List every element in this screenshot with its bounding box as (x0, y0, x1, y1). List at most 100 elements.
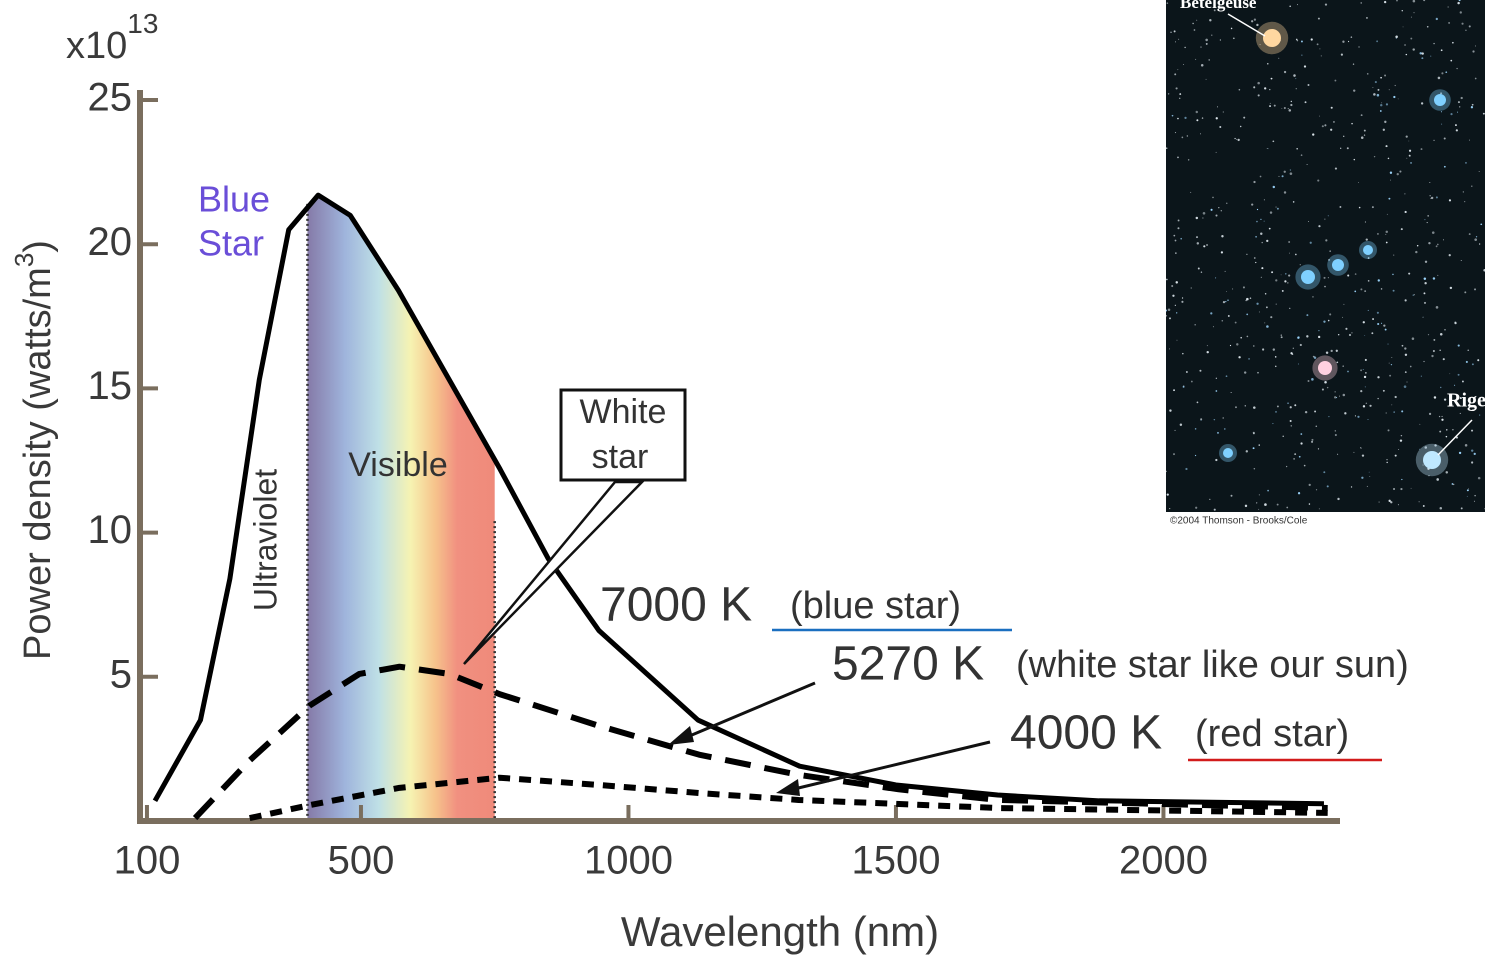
star (1360, 369, 1362, 372)
star (1391, 356, 1393, 358)
star (1470, 106, 1474, 109)
star (1321, 125, 1324, 128)
star (1406, 157, 1408, 159)
star (1343, 303, 1345, 305)
y-axis-title: Power density (watts/m3) (9, 240, 59, 660)
star (1289, 172, 1293, 175)
star (1202, 211, 1206, 215)
star (1329, 250, 1331, 252)
star (1362, 321, 1365, 324)
star (1400, 487, 1403, 491)
star (1421, 57, 1424, 60)
star (1464, 291, 1467, 294)
star (1396, 172, 1399, 176)
star (1184, 46, 1186, 49)
star (1299, 264, 1301, 266)
star (1422, 505, 1425, 507)
plot: 5 10 15 20 25 100 500 1000 1500 2000 (88, 76, 1340, 883)
star (1450, 403, 1453, 406)
annotation: (blue star) (790, 585, 961, 627)
star (1261, 267, 1264, 270)
star (1439, 507, 1443, 510)
star (1174, 304, 1176, 306)
star (1430, 197, 1432, 200)
star (1318, 225, 1321, 228)
star (1312, 355, 1315, 358)
star (1268, 227, 1271, 230)
star (1393, 488, 1395, 490)
star (1397, 504, 1400, 506)
star (1408, 149, 1412, 152)
star (1458, 451, 1462, 455)
star (1181, 297, 1184, 299)
star (1175, 252, 1177, 254)
star (1224, 270, 1226, 272)
star (1292, 201, 1295, 203)
star (1196, 119, 1199, 122)
star (1442, 239, 1444, 241)
star (1399, 439, 1403, 442)
star (1257, 94, 1260, 97)
star (1286, 506, 1289, 509)
star (1360, 2, 1362, 4)
star (1333, 121, 1335, 123)
star (1171, 285, 1174, 288)
star (1245, 299, 1247, 302)
star (1253, 18, 1257, 21)
star (1337, 497, 1340, 501)
star (1401, 478, 1403, 481)
star (1339, 395, 1341, 397)
annotation: Visible (348, 446, 448, 484)
star (1200, 63, 1204, 67)
star (1460, 507, 1463, 510)
star (1253, 406, 1256, 409)
star (1364, 358, 1367, 361)
star (1175, 41, 1176, 43)
star (1237, 138, 1240, 142)
star (1343, 135, 1345, 138)
star (1171, 114, 1174, 117)
star (1177, 69, 1179, 71)
star (1482, 112, 1485, 115)
star (1372, 318, 1375, 320)
star (1381, 322, 1383, 324)
star (1385, 145, 1388, 148)
star (1169, 409, 1172, 412)
star (1307, 380, 1310, 382)
star (1391, 404, 1393, 406)
star (1363, 134, 1366, 136)
star (1377, 279, 1380, 282)
star (1468, 25, 1471, 28)
star (1447, 6, 1449, 8)
star (1205, 38, 1208, 42)
star (1472, 50, 1475, 53)
star (1374, 80, 1377, 84)
star (1264, 503, 1267, 506)
star (1238, 88, 1241, 91)
star (1351, 332, 1353, 334)
star (1383, 0, 1387, 4)
star (1389, 374, 1392, 377)
star (1454, 322, 1457, 325)
star (1173, 234, 1176, 237)
star (1205, 42, 1208, 45)
star (1263, 199, 1265, 201)
bright-star (1223, 448, 1233, 458)
star (1424, 219, 1426, 221)
star (1260, 276, 1262, 278)
star (1467, 349, 1470, 352)
star (1215, 214, 1218, 217)
star (1471, 429, 1474, 432)
star (1401, 10, 1403, 12)
star (1413, 294, 1415, 296)
star (1471, 103, 1474, 106)
star (1283, 170, 1286, 173)
star (1410, 16, 1412, 18)
star (1404, 44, 1406, 46)
star (1307, 84, 1310, 87)
star (1347, 274, 1350, 277)
star (1436, 478, 1439, 481)
white-star-box (559, 388, 687, 482)
x-tick-label: 500 (328, 839, 395, 883)
star (1297, 336, 1300, 339)
